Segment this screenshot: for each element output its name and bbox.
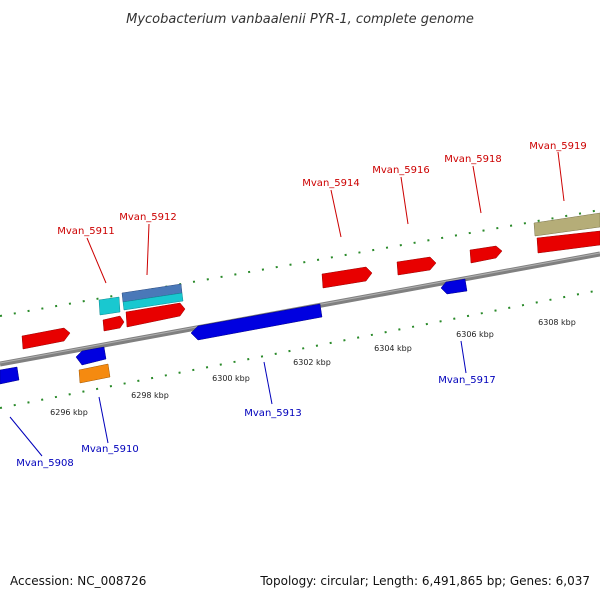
gene-mvan-5913-arrow — [190, 303, 323, 341]
gene-label-mvan-5916: Mvan_5916 — [372, 165, 429, 176]
scale-tick-label: 6300 kbp — [212, 374, 250, 383]
gene-label-mvan-5908: Mvan_5908 — [16, 458, 73, 469]
accession-label: Accession: NC_008726 — [10, 574, 146, 588]
map-title: Mycobacterium vanbaalenii PYR-1, complet… — [126, 12, 474, 27]
gene-label-mvan-5918: Mvan_5918 — [444, 154, 501, 165]
gene-label-mvan-5917: Mvan_5917 — [438, 375, 495, 386]
scale-tick-label: 6298 kbp — [131, 391, 169, 400]
gene-mvan-5914-arrow — [321, 266, 373, 289]
gene-mvan-5916-arrow — [396, 256, 437, 276]
gene-mvan-5910-arrow — [78, 363, 111, 384]
gene-mvan-5911-arrow — [102, 315, 125, 332]
gene-mvan-5909-arrow — [21, 327, 71, 350]
gene-mvan-5918-arrow — [469, 245, 503, 264]
feature-khaki — [533, 212, 600, 237]
gene-label-mvan-5914: Mvan_5914 — [302, 178, 359, 189]
topology-label: Topology: circular; Length: 6,491,865 bp… — [259, 574, 590, 588]
gene-label-mvan-5919: Mvan_5919 — [529, 141, 586, 152]
leader-lines — [9, 151, 565, 457]
feature-cyan-small — [98, 296, 121, 316]
gene-mvan-5908-arrow — [0, 366, 20, 385]
scale-tick-label: 6296 kbp — [50, 408, 88, 417]
gene-mvan-5917-arrow — [440, 278, 468, 295]
scale-tick-label: 6308 kbp — [538, 318, 576, 327]
gene-mvan-5919-arrow — [536, 230, 600, 254]
feature-cyan-long — [122, 292, 184, 311]
scale-tick-label: 6306 kbp — [456, 330, 494, 339]
gene-mvan-5910a-arrow — [75, 346, 107, 366]
gene-label-mvan-5912: Mvan_5912 — [119, 212, 176, 223]
gene-label-mvan-5910: Mvan_5910 — [81, 444, 138, 455]
gene-label-mvan-5911: Mvan_5911 — [57, 226, 114, 237]
gene-mvan-5912-arrow — [125, 302, 186, 328]
scale-tick-label: 6304 kbp — [374, 344, 412, 353]
scale-tick-label: 6302 kbp — [293, 358, 331, 367]
gene-label-mvan-5913: Mvan_5913 — [244, 408, 301, 419]
